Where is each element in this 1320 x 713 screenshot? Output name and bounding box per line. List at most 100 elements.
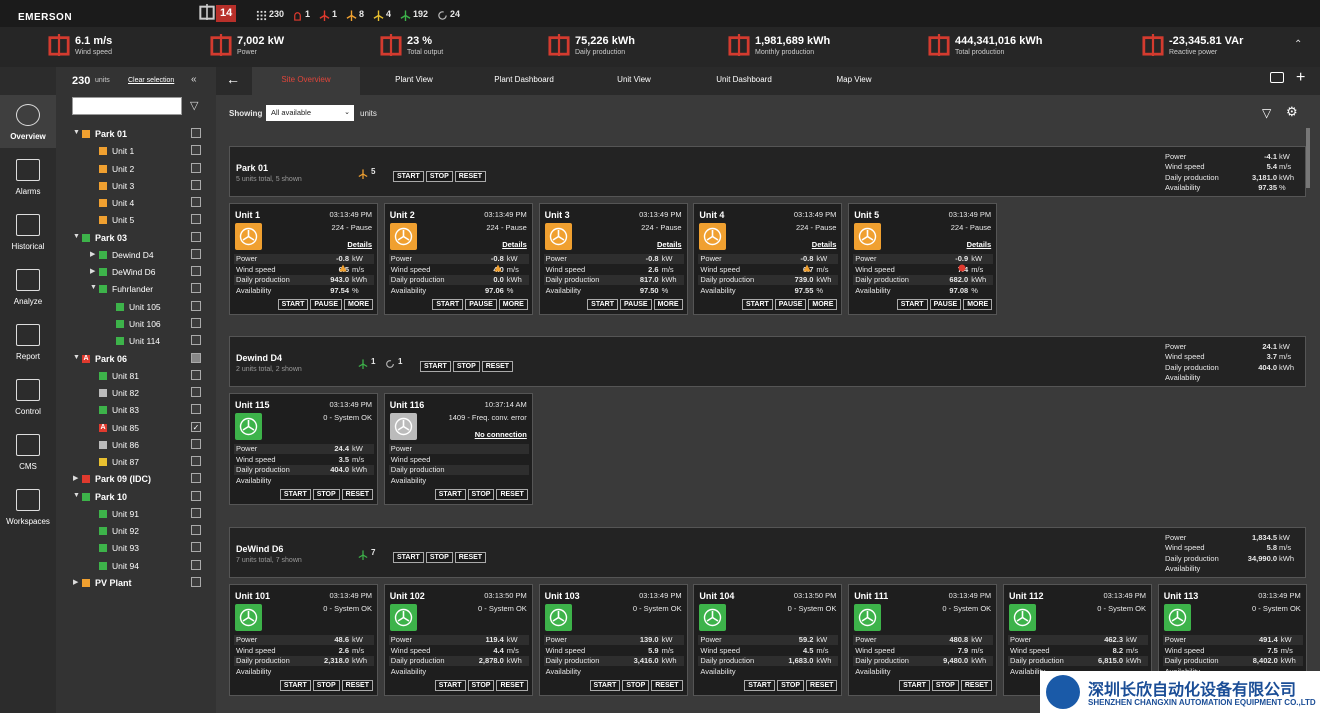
action-button[interactable]: MORE: [344, 299, 373, 310]
action-button[interactable]: RESET: [454, 171, 487, 182]
action-button[interactable]: START: [434, 489, 466, 500]
camera-button[interactable]: [1270, 72, 1284, 83]
nav-item[interactable]: Analyze: [0, 260, 56, 313]
action-button[interactable]: RESET: [496, 489, 528, 500]
action-button[interactable]: PAUSE: [929, 299, 962, 310]
action-button[interactable]: MORE: [498, 299, 528, 310]
tree-item[interactable]: Unit 5: [60, 213, 210, 228]
checkbox[interactable]: [191, 404, 201, 415]
action-button[interactable]: RESET: [341, 489, 373, 500]
tree-item[interactable]: Unit 4: [60, 196, 210, 211]
action-button[interactable]: STOP: [467, 680, 495, 691]
checkbox[interactable]: [191, 438, 201, 449]
action-button[interactable]: START: [279, 489, 311, 500]
tree-item[interactable]: ▶ Park 09 (IDC): [60, 472, 210, 487]
checkbox[interactable]: [191, 559, 201, 570]
checkbox[interactable]: [191, 525, 201, 536]
checkbox[interactable]: [191, 197, 201, 208]
checkbox[interactable]: [191, 248, 201, 259]
nav-item[interactable]: Workspaces: [0, 480, 56, 533]
action-button[interactable]: PAUSE: [774, 299, 807, 310]
tree-item[interactable]: Unit 93: [60, 541, 210, 556]
nav-item[interactable]: Control: [0, 370, 56, 423]
tree-item[interactable]: Unit 81: [60, 369, 210, 384]
checkbox[interactable]: [191, 542, 201, 553]
nav-item[interactable]: Alarms: [0, 150, 56, 203]
tree-item[interactable]: Unit 86: [60, 438, 210, 453]
checkbox[interactable]: [191, 179, 201, 190]
tab[interactable]: Unit View: [617, 75, 651, 84]
filter-button[interactable]: ▽: [1262, 106, 1272, 120]
tab[interactable]: Plant View: [395, 75, 433, 84]
settings-button[interactable]: ⚙: [1286, 104, 1298, 119]
tree-item[interactable]: ▼ Fuhrlander: [60, 282, 210, 297]
action-button[interactable]: RESET: [341, 680, 373, 691]
action-button[interactable]: STOP: [467, 489, 495, 500]
action-button[interactable]: START: [432, 299, 464, 310]
unit-select[interactable]: All available ⌄: [266, 105, 354, 121]
filter-icon[interactable]: ▽: [190, 100, 199, 112]
action-button[interactable]: PAUSE: [465, 299, 497, 310]
checkbox[interactable]: ✓: [191, 421, 201, 432]
action-button[interactable]: RESET: [960, 680, 993, 691]
tree-item[interactable]: Unit 105: [60, 300, 210, 315]
action-button[interactable]: MORE: [808, 299, 838, 310]
checkbox[interactable]: [191, 162, 201, 173]
checkbox[interactable]: [191, 231, 201, 242]
checkbox[interactable]: [191, 473, 201, 484]
action-button[interactable]: STOP: [312, 489, 340, 500]
nav-item[interactable]: CMS: [0, 425, 56, 478]
tree-item[interactable]: Unit 91: [60, 507, 210, 522]
details-link[interactable]: Details: [966, 240, 992, 249]
tab[interactable]: Map View: [836, 75, 872, 84]
action-button[interactable]: START: [279, 680, 311, 691]
checkbox[interactable]: [191, 456, 201, 467]
tree-item[interactable]: Unit 1: [60, 144, 210, 159]
tree-item[interactable]: ▶ DeWind D6: [60, 265, 210, 280]
action-button[interactable]: START: [899, 680, 930, 691]
action-button[interactable]: START: [277, 299, 309, 310]
tab[interactable]: Site Overview: [252, 67, 360, 95]
action-button[interactable]: START: [744, 680, 776, 691]
checkbox[interactable]: [191, 369, 201, 380]
checkbox[interactable]: [191, 317, 201, 328]
action-button[interactable]: PAUSE: [619, 299, 652, 310]
tree-item[interactable]: ▶ PV Plant: [60, 576, 210, 591]
action-button[interactable]: STOP: [312, 680, 340, 691]
action-button[interactable]: STOP: [425, 552, 453, 563]
action-button[interactable]: STOP: [777, 680, 805, 691]
add-button[interactable]: +: [1296, 69, 1306, 86]
checkbox[interactable]: [191, 266, 201, 277]
tree-item[interactable]: A Unit 85 ✓: [60, 421, 210, 436]
details-link[interactable]: Details: [502, 240, 527, 249]
details-link[interactable]: Details: [347, 240, 372, 249]
tree-item[interactable]: Unit 106: [60, 317, 210, 332]
action-button[interactable]: RESET: [454, 552, 487, 563]
checkbox[interactable]: [191, 145, 201, 156]
nav-item[interactable]: Report: [0, 315, 56, 368]
clear-selection[interactable]: Clear selection: [128, 77, 175, 84]
tree-item[interactable]: ▼ Park 01: [60, 127, 210, 142]
action-button[interactable]: RESET: [806, 680, 838, 691]
checkbox[interactable]: [191, 352, 201, 363]
tab[interactable]: Unit Dashboard: [716, 75, 772, 84]
details-link[interactable]: No connection: [474, 430, 527, 439]
search-input[interactable]: [72, 97, 182, 115]
collapse-panel[interactable]: «: [191, 74, 197, 85]
checkbox[interactable]: [191, 283, 201, 294]
action-button[interactable]: STOP: [452, 361, 480, 372]
tree-item[interactable]: ▼ Park 10: [60, 490, 210, 505]
checkbox[interactable]: [191, 577, 201, 588]
action-button[interactable]: RESET: [496, 680, 528, 691]
checkbox[interactable]: [191, 335, 201, 346]
tab[interactable]: Plant Dashboard: [494, 75, 554, 84]
checkbox[interactable]: [191, 214, 201, 225]
action-button[interactable]: MORE: [963, 299, 993, 310]
nav-item[interactable]: Historical: [0, 205, 56, 258]
action-button[interactable]: RESET: [481, 361, 514, 372]
action-button[interactable]: START: [587, 299, 618, 310]
checkbox[interactable]: [191, 490, 201, 501]
details-link[interactable]: Details: [811, 240, 837, 249]
tree-item[interactable]: Unit 92: [60, 524, 210, 539]
action-button[interactable]: START: [393, 552, 424, 563]
